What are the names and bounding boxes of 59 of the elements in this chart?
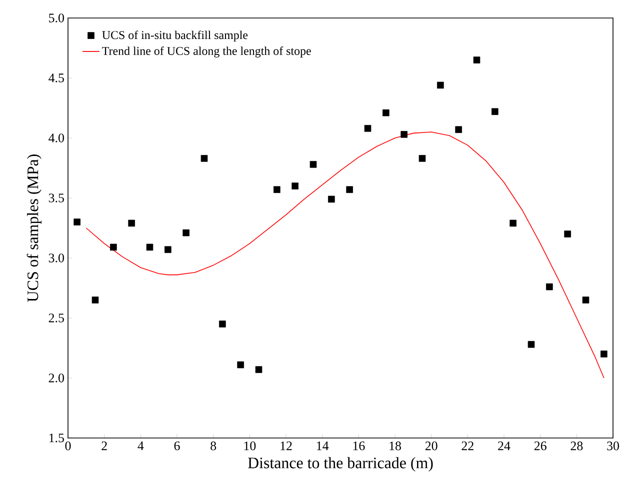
point	[219, 320, 226, 328]
y-tick-label: 4.5	[48, 74, 64, 82]
point	[92, 296, 99, 304]
point	[346, 186, 353, 193]
point	[110, 244, 117, 251]
x-tick-label: 20	[425, 442, 438, 450]
y-tick-label: 1.5	[49, 434, 64, 442]
x-tick-label: 0	[65, 442, 71, 450]
x-tick-label: 2	[102, 442, 107, 450]
point	[582, 296, 590, 304]
x-tick-label: 6	[174, 442, 180, 450]
y-tick-label: 3.0	[48, 254, 64, 262]
point	[528, 341, 535, 348]
point	[74, 218, 80, 226]
point	[418, 154, 426, 162]
point	[492, 108, 498, 115]
point	[164, 246, 172, 253]
point	[128, 220, 135, 227]
point	[255, 366, 262, 373]
y-tick-label: 4.0	[48, 134, 64, 142]
y-tick-label: 2.5	[48, 314, 64, 322]
line-series	[86, 132, 604, 378]
point	[382, 109, 390, 116]
point	[200, 154, 208, 162]
point	[292, 182, 298, 190]
y-tick-label: 5.0	[49, 14, 64, 22]
y-tick-label: 2.0	[48, 374, 64, 382]
point	[546, 283, 553, 290]
x-axis-title: Distance to the barricade (m)	[248, 457, 433, 472]
x-tick-label: 12	[280, 442, 292, 450]
point	[364, 124, 372, 132]
y-tick-label: 3.5	[48, 194, 64, 202]
y-axis-title: UCS of samples (MPa)	[26, 154, 42, 302]
legend-label: Trend line of UCS along the length of stope	[102, 46, 311, 58]
point	[437, 82, 444, 89]
x-tick-label: 8	[210, 442, 216, 450]
point	[564, 230, 571, 238]
point	[455, 126, 462, 133]
point	[473, 56, 480, 64]
x-tick-label: 28	[570, 442, 583, 450]
x-tick-label: 24	[498, 442, 510, 450]
x-tick-label: 16	[353, 442, 365, 450]
point	[274, 186, 280, 193]
point	[600, 350, 608, 358]
point	[146, 244, 154, 251]
point	[328, 196, 335, 203]
point	[310, 160, 317, 168]
x-tick-label: 22	[462, 442, 474, 450]
x-tick-label: 14	[317, 442, 329, 450]
x-tick-label: 4	[138, 442, 144, 450]
x-tick-label: 18	[390, 442, 401, 450]
x-tick-label: 10	[244, 442, 256, 450]
point	[510, 220, 516, 227]
point	[400, 130, 408, 138]
x-tick-label: 30	[607, 442, 619, 450]
point	[237, 361, 244, 368]
point	[182, 229, 190, 236]
x-tick-label: 26	[534, 442, 546, 450]
legend-label: UCS of in-situ backfill sample	[102, 30, 248, 42]
